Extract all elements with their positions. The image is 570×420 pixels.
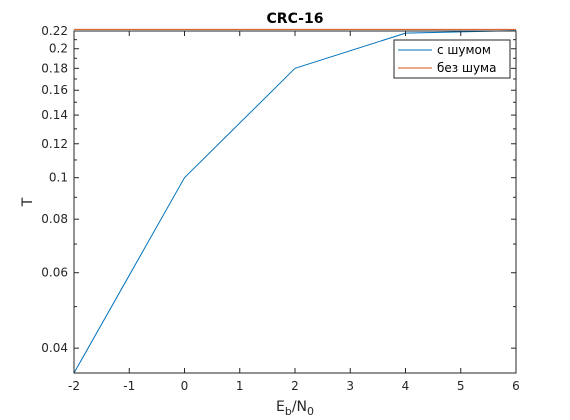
plot-area [74, 31, 516, 373]
x-tick-label: -2 [68, 379, 80, 393]
y-tick-label: 0.04 [41, 341, 68, 355]
x-tick-label: 2 [291, 379, 299, 393]
y-tick-labels: 0.04 0.06 0.08 0.1 0.12 0.14 0.16 0.18 0.2 0.22 [41, 24, 68, 355]
plot-frame [73, 30, 517, 374]
x-tick-label: 4 [402, 379, 410, 393]
x-tick-label: 5 [457, 379, 465, 393]
x-axis-label-mid: /N [292, 399, 307, 415]
y-tick-label: 0.12 [41, 137, 68, 151]
x-axis-label-sub1: b [285, 405, 292, 418]
y-tick-label: 0.18 [41, 61, 68, 75]
y-tick-label: 0.06 [41, 266, 68, 280]
legend: с шумом без шума [393, 39, 511, 79]
legend-box [393, 39, 511, 79]
y-axis-label: T [20, 197, 36, 207]
y-tick-label: 0.22 [41, 24, 68, 38]
series-layer [73, 28, 517, 374]
x-axis-label-sub2: 0 [307, 405, 314, 418]
x-tick-label: 3 [346, 379, 354, 393]
x-tick-label: -1 [123, 379, 135, 393]
x-tick-label: 1 [236, 379, 244, 393]
x-tick-label: 0 [181, 379, 189, 393]
series-line-0 [73, 30, 517, 374]
x-axis-label-base: E [276, 399, 285, 415]
y-tick-label: 0.1 [49, 171, 68, 185]
x-axis-label: Eb/N0 [276, 399, 314, 418]
y-tick-label: 0.16 [41, 83, 68, 97]
legend-label-series-1: без шума [437, 61, 496, 75]
x-tick-labels: -2 -1 0 1 2 3 4 5 6 [68, 379, 520, 393]
legend-label-series-0: с шумом [437, 43, 491, 57]
y-tick-label: 0.14 [41, 108, 68, 122]
chart-title: CRC-16 [267, 11, 324, 27]
y-tick-label: 0.08 [41, 212, 68, 226]
y-tick-label: 0.2 [49, 42, 68, 56]
x-tick-label: 6 [512, 379, 520, 393]
